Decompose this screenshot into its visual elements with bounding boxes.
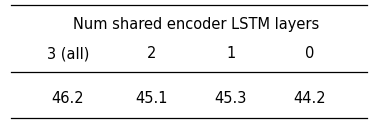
Text: 45.3: 45.3	[214, 91, 247, 106]
Text: 44.2: 44.2	[294, 91, 326, 106]
Text: 3 (all): 3 (all)	[47, 46, 89, 61]
Text: 45.1: 45.1	[135, 91, 167, 106]
Text: 2: 2	[147, 46, 156, 61]
Text: 46.2: 46.2	[52, 91, 84, 106]
Text: 0: 0	[305, 46, 314, 61]
Text: Num shared encoder LSTM layers: Num shared encoder LSTM layers	[73, 17, 320, 31]
Text: 1: 1	[226, 46, 235, 61]
